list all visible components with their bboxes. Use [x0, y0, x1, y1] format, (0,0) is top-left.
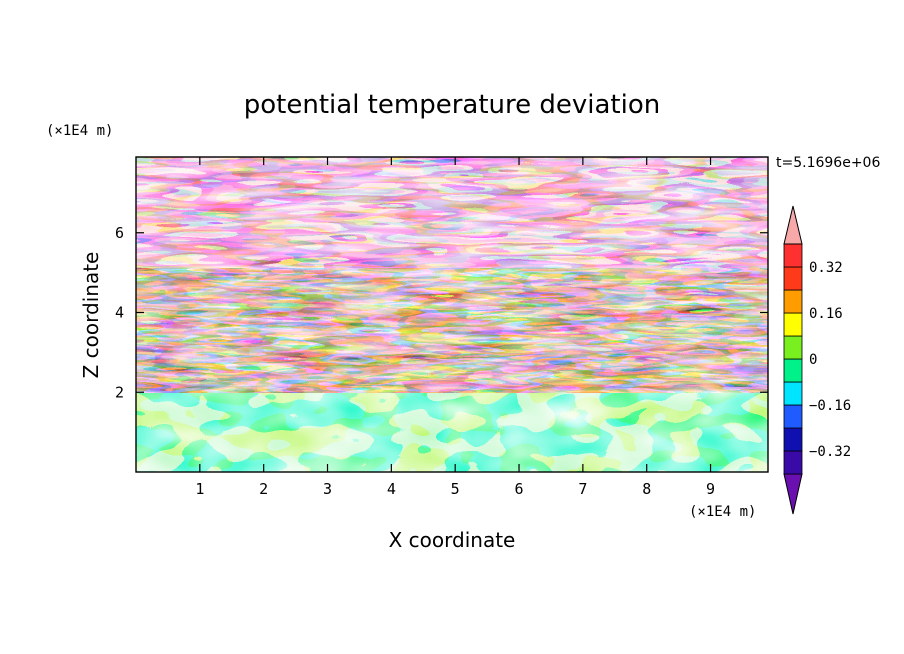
- x-tick-label: 5: [451, 480, 460, 498]
- x-tick-label: 4: [387, 480, 396, 498]
- colorbar-label: 0.32: [809, 260, 843, 276]
- colorbar-swatch: [783, 404, 803, 429]
- colorbar-swatch: [783, 335, 803, 360]
- colorbar: −0.32 −0.16 0 0.16 0.32: [783, 205, 851, 515]
- colorbar-swatch: [783, 243, 803, 268]
- x-ticks: 1 2 3 4 5 6 7 8 9: [195, 157, 715, 498]
- colorbar-swatch: [783, 358, 803, 383]
- y-tick-label: 6: [115, 224, 124, 242]
- lower-layer-field: [136, 393, 768, 472]
- colorbar-swatch: [783, 289, 803, 314]
- x-tick-label: 7: [578, 480, 587, 498]
- colorbar-swatch: [783, 266, 803, 291]
- heatmap-field: [136, 157, 768, 472]
- x-tick-label: 8: [642, 480, 651, 498]
- x-tick-label: 3: [323, 480, 332, 498]
- y-axis-label: Z coordinate: [79, 252, 103, 379]
- time-label: t=5.1696e+06: [776, 155, 880, 171]
- y-ticks: 2 4 6: [115, 224, 768, 401]
- y-tick-label: 4: [115, 304, 124, 322]
- x-axis-unit: (×1E4 m): [689, 504, 756, 520]
- x-tick-label: 1: [195, 480, 204, 498]
- colorbar-swatch: [783, 427, 803, 452]
- colorbar-extend-low: [783, 473, 803, 515]
- x-tick-label: 6: [515, 480, 524, 498]
- chart-title: potential temperature deviation: [244, 90, 660, 120]
- x-axis-label: X coordinate: [389, 528, 516, 552]
- colorbar-extend-high: [783, 205, 803, 245]
- x-tick-label: 9: [706, 480, 715, 498]
- colorbar-swatch: [783, 450, 803, 475]
- colorbar-label: −0.32: [809, 444, 851, 460]
- colorbar-label: 0: [809, 352, 817, 368]
- plot-frame: [135, 156, 769, 473]
- y-tick-label: 2: [115, 383, 124, 401]
- colorbar-label: −0.16: [809, 398, 851, 414]
- x-tick-label: 2: [259, 480, 268, 498]
- mixed-layer-field: [136, 268, 768, 393]
- y-axis-unit: (×1E4 m): [46, 123, 113, 139]
- colorbar-swatch: [783, 381, 803, 406]
- colorbar-swatch: [783, 312, 803, 337]
- colorbar-label: 0.16: [809, 306, 843, 322]
